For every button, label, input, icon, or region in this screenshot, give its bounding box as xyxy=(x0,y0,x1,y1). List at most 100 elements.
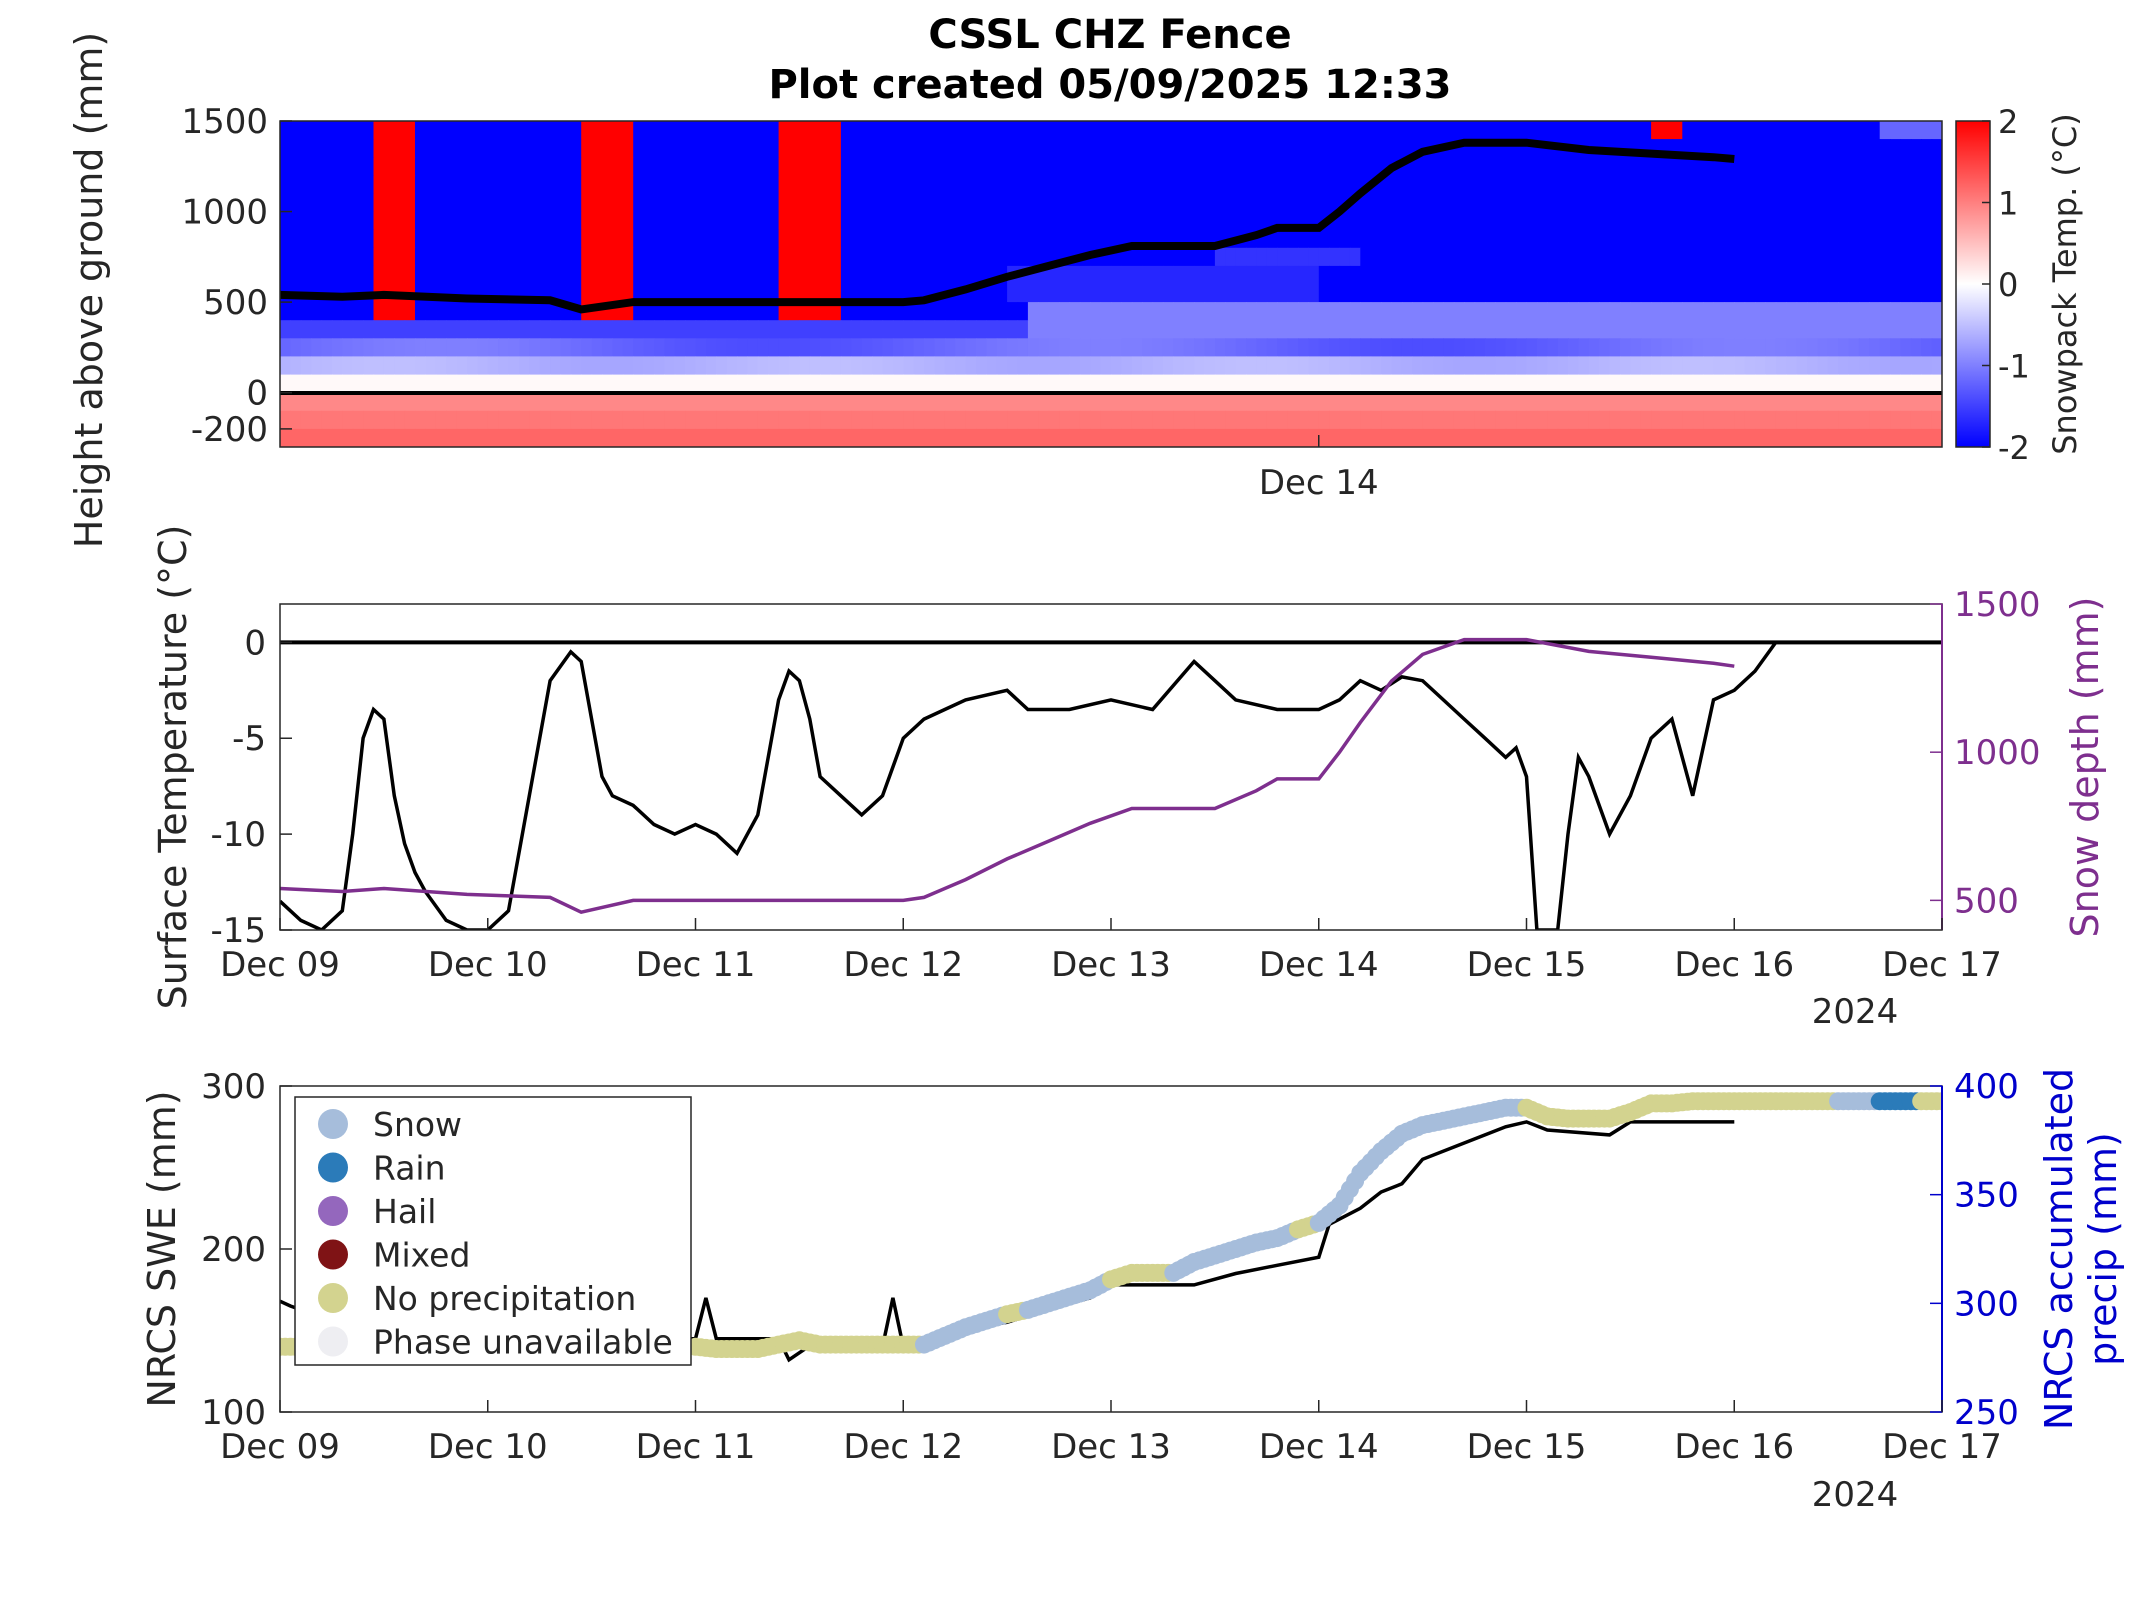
heatmap-cell xyxy=(1796,229,1808,249)
heatmap-cell xyxy=(560,211,572,231)
heatmap-cell xyxy=(840,211,852,231)
heatmap-cell xyxy=(1879,428,1891,447)
heatmap-cell xyxy=(404,175,416,194)
heatmap-cell xyxy=(498,428,510,447)
heatmap-cell xyxy=(498,193,510,213)
heatmap-cell xyxy=(976,139,987,158)
heatmap-cell xyxy=(1214,211,1226,231)
heatmap-cell xyxy=(1173,121,1185,140)
heatmap-cell xyxy=(508,121,520,140)
heatmap-cell xyxy=(1796,302,1808,321)
heatmap-cell xyxy=(1162,302,1174,321)
heatmap-cell xyxy=(1225,284,1237,303)
heatmap-cell xyxy=(1173,247,1185,267)
heatmap-cell xyxy=(1277,247,1289,267)
heatmap-cell xyxy=(1775,284,1787,303)
heatmap-cell xyxy=(820,410,832,430)
heatmap-cell xyxy=(1734,229,1746,249)
heatmap-cell xyxy=(1381,193,1393,213)
heatmap-cell xyxy=(550,157,562,176)
heatmap-cell xyxy=(1921,157,1933,176)
heatmap-cell xyxy=(1246,410,1257,430)
heatmap-cell xyxy=(1630,247,1642,267)
heatmap-cell xyxy=(498,356,510,376)
heatmap-cell xyxy=(1225,392,1237,412)
surface-temperature-x-tick-label: Dec 15 xyxy=(1467,945,1587,985)
heatmap-cell xyxy=(1173,392,1185,412)
heatmap-cell xyxy=(1204,139,1216,158)
heatmap-cell xyxy=(716,157,728,176)
heatmap-cell xyxy=(1121,265,1133,285)
heatmap-cell xyxy=(498,247,510,267)
heatmap-cell xyxy=(425,211,437,231)
heatmap-cell xyxy=(799,356,811,376)
heatmap-cell xyxy=(1536,229,1548,249)
heatmap-cell xyxy=(1433,356,1444,376)
heatmap-cell xyxy=(1277,121,1289,140)
heatmap-cell xyxy=(1838,392,1850,412)
heatmap-cell xyxy=(1692,193,1704,213)
heatmap-cell xyxy=(581,229,593,249)
heatmap-cell xyxy=(1890,265,1902,285)
heatmap-cell xyxy=(373,157,385,176)
heatmap-cell xyxy=(809,302,821,321)
heatmap-cell xyxy=(342,374,354,394)
heatmap-cell xyxy=(1713,284,1725,303)
heatmap-cell xyxy=(394,139,406,158)
heatmap-cell xyxy=(861,428,873,447)
heatmap-cell xyxy=(913,374,925,394)
heatmap-cell xyxy=(1329,392,1341,412)
heatmap-cell xyxy=(1329,139,1341,158)
heatmap-cell xyxy=(747,247,759,267)
heatmap-cell xyxy=(1246,338,1257,357)
heatmap-cell xyxy=(1516,428,1528,447)
heatmap-cell xyxy=(664,374,676,394)
heatmap-cell xyxy=(778,247,790,267)
heatmap-cell xyxy=(1059,193,1071,213)
heatmap-cell xyxy=(1266,356,1278,376)
heatmap-cell xyxy=(1433,229,1444,249)
heatmap-cell xyxy=(633,247,645,267)
heatmap-cell xyxy=(1734,410,1746,430)
swe-x-tick-label: Dec 09 xyxy=(220,1427,340,1467)
heatmap-cell xyxy=(1526,428,1538,447)
colorbar-label: Snowpack Temp. (°C) xyxy=(2046,113,2084,455)
heatmap-cell xyxy=(1744,428,1756,447)
heatmap-cell xyxy=(1547,410,1559,430)
heatmap-cell xyxy=(1755,193,1766,213)
heatmap-cell xyxy=(965,139,977,158)
heatmap-cell xyxy=(321,356,333,376)
heatmap-cell xyxy=(1131,338,1143,357)
heatmap-cell xyxy=(456,121,468,140)
heatmap-cell xyxy=(1848,211,1860,231)
heatmap-cell xyxy=(1485,193,1496,213)
heatmap-cell xyxy=(778,410,790,430)
heatmap-cell xyxy=(1651,410,1663,430)
heatmap-cell xyxy=(1401,284,1413,303)
heatmap-cell xyxy=(1817,338,1829,357)
heatmap-cell xyxy=(1775,302,1787,321)
heatmap-cell xyxy=(1256,247,1268,267)
heatmap-cell xyxy=(944,338,956,357)
heatmap-cell xyxy=(477,284,489,303)
heatmap-cell xyxy=(1620,193,1631,213)
heatmap-cell xyxy=(529,265,541,285)
heatmap-cell xyxy=(1588,320,1600,339)
heatmap-cell xyxy=(1183,410,1195,430)
heatmap-cell xyxy=(799,392,811,412)
heatmap-cell xyxy=(986,157,998,176)
heatmap-cell xyxy=(1443,338,1455,357)
heatmap-cell xyxy=(1723,392,1735,412)
heatmap-cell xyxy=(415,265,426,285)
heatmap-cell xyxy=(996,428,1008,447)
heatmap-cell xyxy=(1671,229,1683,249)
heatmap-cell xyxy=(1931,265,1942,285)
heatmap-cell xyxy=(1027,338,1039,357)
heatmap-cell xyxy=(290,139,302,158)
heatmap-cell xyxy=(1422,284,1434,303)
heatmap-cell xyxy=(1588,229,1600,249)
heatmap-cell xyxy=(882,410,894,430)
heatmap-cell xyxy=(1827,139,1839,158)
heatmap-cell xyxy=(560,229,572,249)
heatmap-cell xyxy=(633,139,645,158)
